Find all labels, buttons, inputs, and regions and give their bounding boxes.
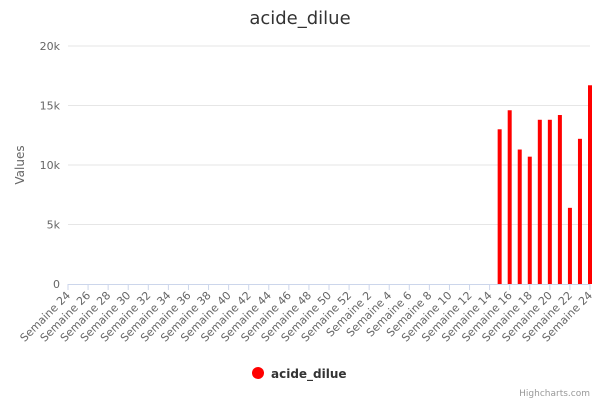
bar[interactable] xyxy=(507,110,512,284)
bar[interactable] xyxy=(588,85,592,285)
bar[interactable] xyxy=(527,156,532,284)
y-tick-label: 15k xyxy=(40,100,61,113)
legend-label[interactable]: acide_dilue xyxy=(271,367,347,382)
bars xyxy=(497,85,592,285)
y-tick-label: 0 xyxy=(53,278,60,291)
bar[interactable] xyxy=(547,119,552,284)
bar[interactable] xyxy=(537,119,542,284)
credits-link[interactable]: Highcharts.com xyxy=(519,389,590,399)
legend-marker[interactable] xyxy=(252,367,264,379)
y-tick-label: 10k xyxy=(40,159,61,172)
gridlines xyxy=(68,45,590,225)
y-axis-title: Values xyxy=(13,145,27,184)
bar[interactable] xyxy=(577,138,582,284)
y-tick-label: 5k xyxy=(47,219,61,232)
bar[interactable] xyxy=(567,207,572,284)
bar[interactable] xyxy=(497,129,502,284)
chart-title: acide_dilue xyxy=(249,8,350,29)
legend[interactable]: acide_dilue xyxy=(252,367,347,382)
bar[interactable] xyxy=(557,115,562,285)
y-axis-ticks: 0 5k 10k 15k 20k xyxy=(40,40,61,291)
y-tick-label: 20k xyxy=(40,40,61,53)
bar[interactable] xyxy=(517,149,522,284)
